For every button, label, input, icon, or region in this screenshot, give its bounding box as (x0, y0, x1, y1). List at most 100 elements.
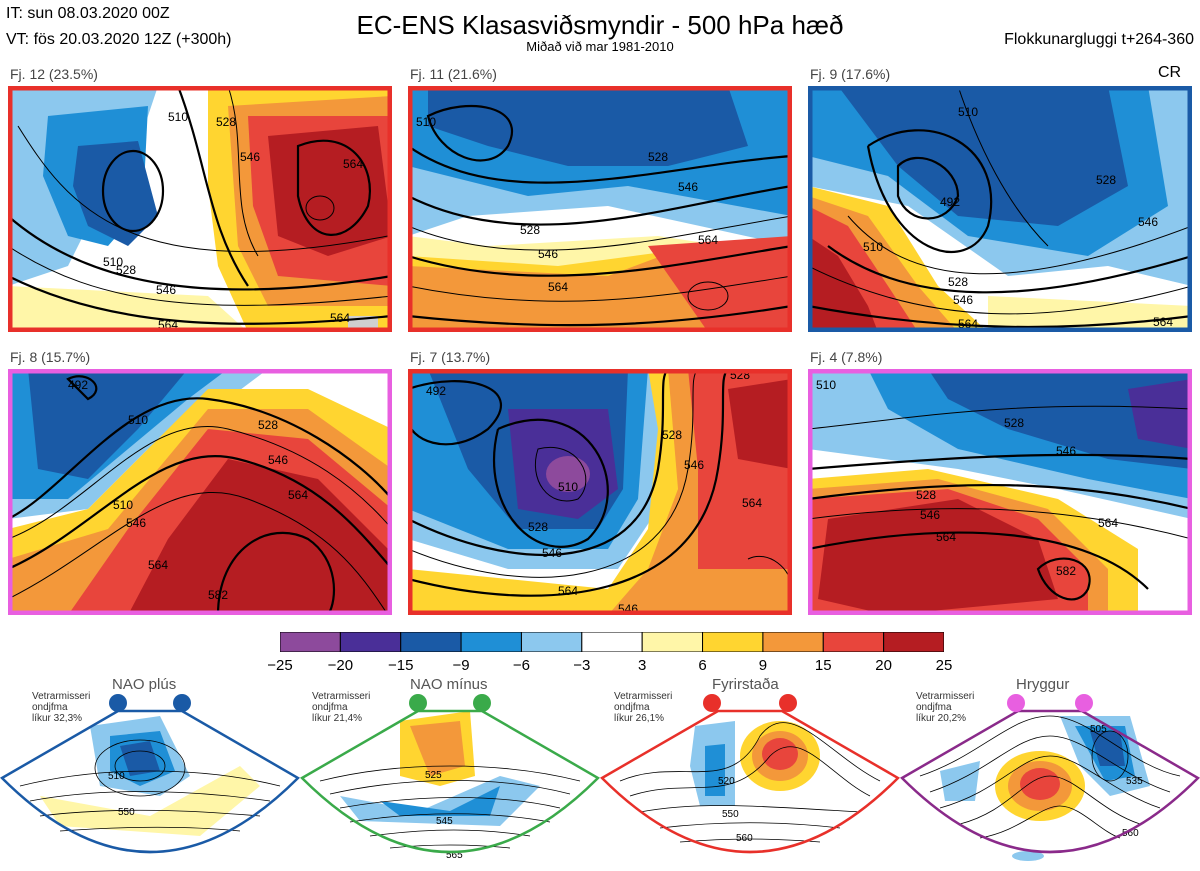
regime-map: 510 550 (0, 694, 300, 854)
contour-label: 528 (1004, 416, 1024, 430)
colorbar-segment (822, 632, 885, 652)
regime-title: Hryggur (1016, 676, 1070, 693)
regime-contour-label: 550 (118, 807, 135, 818)
page-subtitle: Miðað við mar 1981-2010 (526, 39, 674, 54)
regime-contour-label: 535 (1126, 776, 1143, 787)
cluster-frame (8, 86, 392, 332)
contour-label: 528 (1096, 173, 1116, 187)
cluster-map-8: 492 510 528 546 564 510 546 564 582 (8, 369, 392, 615)
regime-map: 525 545 565 (300, 694, 600, 861)
colorbar-tick-label: −20 (327, 657, 354, 674)
contour-label: 564 (148, 558, 168, 572)
contour-label: 564 (1098, 516, 1118, 530)
regime-probability: líkur 21,4% (312, 713, 363, 724)
regime-dot (1075, 694, 1093, 712)
contour-label: 582 (1056, 564, 1076, 578)
colorbar-segment (339, 632, 402, 652)
initial-time: IT: sun 08.03.2020 00Z (6, 5, 170, 22)
cluster-frame (808, 86, 1192, 332)
cluster-frame (408, 369, 792, 615)
cluster-map-9: 510 492 528 510 546 528 546 564 564 (808, 86, 1192, 332)
contour-label: 510 (113, 498, 133, 512)
contour-label: 546 (542, 546, 562, 560)
contour-label: 492 (426, 384, 446, 398)
regime-border (300, 709, 600, 854)
cluster-label: Fj. 7 (13.7%) (410, 349, 491, 365)
classification-window: Flokkunargluggi t+264-360 (1004, 31, 1194, 48)
contour-label: 528 (948, 275, 968, 289)
regime-season: Vetrarmisseri (916, 691, 975, 702)
colorbar-segment (641, 632, 704, 652)
regime-contour-label: 525 (425, 770, 442, 781)
contour-label: 528 (916, 488, 936, 502)
contour-label: 510 (128, 413, 148, 427)
colorbar-segment (280, 632, 341, 652)
regime-months: ondjfma (614, 702, 650, 713)
cluster-label: Fj. 8 (15.7%) (10, 349, 91, 365)
contour-label: 510 (958, 105, 978, 119)
contour-label: 510 (863, 240, 883, 254)
regime-nao-minus: NAO mínus Vetrarmisseri ondjfma líkur 21… (300, 676, 600, 871)
regime-dot (109, 694, 127, 712)
contour-label: 564 (698, 233, 718, 247)
contour-label: 564 (1153, 315, 1173, 329)
colorbar-segment (400, 632, 462, 652)
regime-dot (473, 694, 491, 712)
contour-label: 528 (258, 418, 278, 432)
colorbar-segment (702, 632, 764, 652)
contour-label: 564 (742, 496, 762, 510)
contour-label: 528 (648, 150, 668, 164)
valid-time: VT: fös 20.03.2020 12Z (+300h) (6, 31, 232, 48)
cluster-frame (408, 86, 792, 332)
contour-label: 546 (240, 150, 260, 164)
regime-contour-label: 510 (108, 771, 125, 782)
anomaly-colorbar (280, 632, 944, 652)
cluster-map-12: 510 528 546 564 564 510 528 546 564 (8, 86, 392, 332)
contour-label: 510 (103, 255, 123, 269)
colorbar-tick-label: 20 (875, 657, 892, 674)
contour-label: 528 (662, 428, 682, 442)
contour-label: 528 (520, 223, 540, 237)
contour-label: 510 (416, 115, 436, 129)
contour-label: 582 (208, 588, 228, 602)
regime-map: 505 535 560 (900, 694, 1200, 861)
contour-label: 546 (1056, 444, 1076, 458)
regime-border (900, 709, 1200, 854)
colorbar-tick-label: 9 (758, 657, 768, 674)
colorbar-segment (762, 632, 824, 652)
regime-months: ondjfma (916, 702, 952, 713)
regime-map: 520 550 560 (600, 694, 900, 854)
regime-border (600, 709, 900, 854)
contour-label: 564 (288, 488, 308, 502)
regime-months: ondjfma (312, 702, 348, 713)
contour-label: 546 (268, 453, 288, 467)
regime-season: Vetrarmisseri (32, 691, 91, 702)
contour-label: 492 (68, 378, 88, 392)
contour-label: 528 (216, 115, 236, 129)
cluster-label: Fj. 9 (17.6%) (810, 66, 891, 82)
contour-label: 564 (548, 280, 568, 294)
contour-label: 546 (1138, 215, 1158, 229)
regime-dot (703, 694, 721, 712)
regime-dot (409, 694, 427, 712)
regime-contour-label: 505 (1090, 724, 1107, 735)
page-title: EC-ENS Klasasviðsmyndir - 500 hPa hæð (356, 10, 844, 40)
regime-contour-label: 560 (1122, 828, 1139, 839)
regime-probability: líkur 20,2% (916, 713, 967, 724)
regime-season: Vetrarmisseri (614, 691, 673, 702)
regime-probability: líkur 32,3% (32, 713, 83, 724)
regime-dot (1007, 694, 1025, 712)
regime-title: NAO plús (112, 676, 177, 693)
regime-dot (779, 694, 797, 712)
contour-label: 564 (330, 311, 350, 325)
regime-contour-label: 520 (718, 776, 735, 787)
colorbar-tick-label: 15 (814, 657, 832, 674)
cluster-label: Fj. 11 (21.6%) (410, 66, 497, 82)
contour-label: 510 (558, 480, 578, 494)
regime-contour-label: 565 (446, 850, 463, 861)
cluster-label: Fj. 4 (7.8%) (810, 349, 883, 365)
contour-label: 564 (936, 530, 956, 544)
regime-contour-label: 550 (722, 809, 739, 820)
regime-title: Fyrirstaða (712, 676, 779, 693)
regime-border (0, 709, 300, 854)
